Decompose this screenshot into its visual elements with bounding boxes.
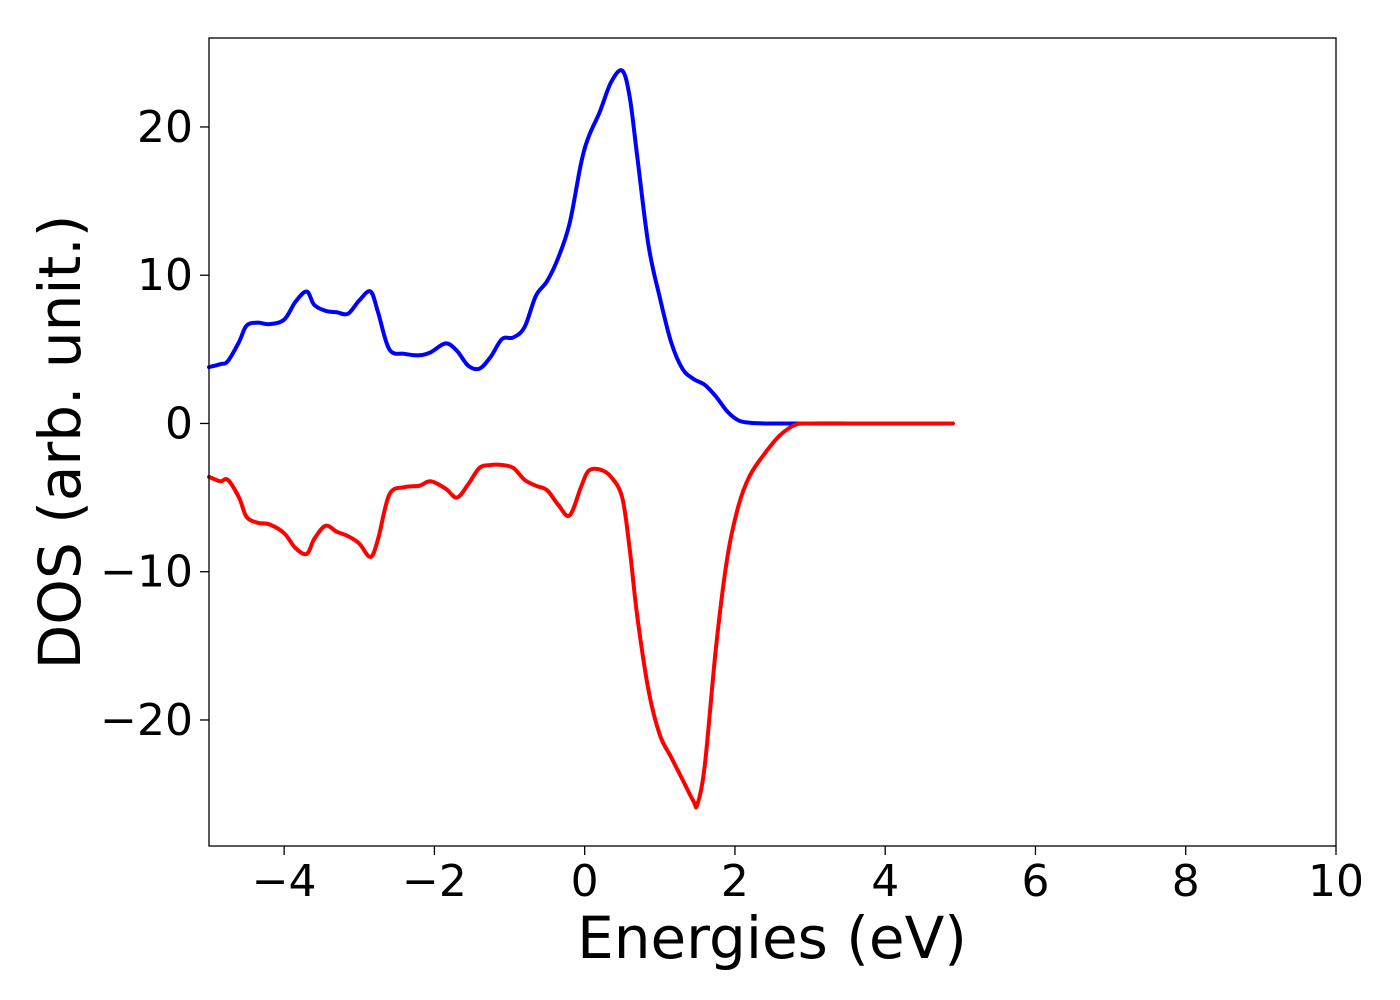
y-tick-label: 10 — [137, 250, 193, 301]
y-tick-label: −10 — [100, 547, 193, 598]
series-layer — [207, 68, 955, 810]
y-axis-label: DOS (arb. unit.) — [26, 215, 94, 670]
x-tick-label: −2 — [402, 856, 467, 907]
x-tick-label: 4 — [871, 856, 899, 907]
x-tick-label: 6 — [1021, 856, 1049, 907]
x-tick-label: 0 — [571, 856, 599, 907]
x-axis: −4 −2 0 2 4 6 8 10 — [252, 846, 1364, 907]
y-tick-label: −20 — [100, 695, 193, 746]
y-axis: −20 −10 0 10 20 — [100, 102, 209, 746]
y-tick-label: 0 — [165, 398, 193, 449]
y-tick-label: 20 — [137, 102, 193, 153]
series-line-1 — [207, 68, 955, 426]
x-tick-label: 2 — [721, 856, 749, 907]
x-tick-label: −4 — [252, 856, 317, 907]
x-tick-label: 10 — [1308, 856, 1364, 907]
x-axis-label: Energies (eV) — [577, 904, 967, 972]
series-line-2 — [207, 421, 955, 810]
plot-frame — [208, 37, 1337, 847]
x-tick-label: 8 — [1172, 856, 1200, 907]
